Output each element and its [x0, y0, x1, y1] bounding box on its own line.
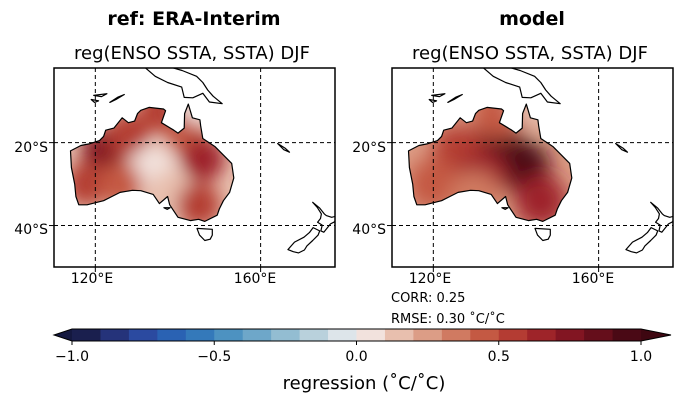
lat-tick-40s: 40°S — [14, 222, 48, 238]
colorbar-segment — [214, 329, 244, 341]
lat-tick-20s: 20°S — [352, 140, 386, 156]
colorbar-tick-label: 0.5 — [488, 349, 510, 365]
field-feature — [408, 158, 460, 211]
new-caledonia-coastline — [615, 142, 629, 153]
colorbar-segment — [498, 329, 528, 341]
colorbar-segment — [242, 329, 272, 341]
colorbar-extend-high — [641, 329, 671, 341]
colorbar-label: regression (˚C/˚C) — [283, 373, 446, 394]
kangaroo-island-coastline — [163, 207, 171, 210]
kangaroo-island-coastline — [501, 207, 509, 210]
coastlines — [407, 68, 673, 254]
panel-title: ref: ERA-Interim — [107, 8, 280, 30]
new-caledonia-coastline — [277, 142, 291, 153]
new-guinea-coastline — [144, 68, 223, 105]
colorbar-segment — [271, 329, 300, 341]
new-zealand-south-coastline — [287, 227, 321, 254]
timor-coastline — [109, 93, 125, 103]
colorbar-segment — [470, 329, 500, 341]
map-frame — [53, 67, 336, 268]
field-feature — [180, 137, 225, 182]
lon-tick-120e: 120°E — [71, 271, 114, 287]
rmse-stat: RMSE: 0.30 ˚C/˚C — [391, 311, 505, 327]
australia-coastline — [69, 103, 235, 222]
flores-coastline — [93, 93, 108, 98]
colorbar-tick-label: −1.0 — [55, 349, 89, 365]
map-area — [49, 67, 336, 272]
australia-coastline — [407, 103, 573, 222]
map-frame — [391, 67, 674, 268]
panel-title: model — [499, 8, 565, 30]
tasmania-coastline — [534, 227, 551, 242]
panel-model: model reg(ENSO SSTA, SSTA) DJF 20°S 40°S… — [352, 8, 674, 327]
colorbar: −1.0 −0.5 0.0 0.5 1.0 regression (˚C/˚C) — [52, 328, 672, 394]
colorbar-segment — [128, 329, 158, 341]
field-feature — [514, 174, 567, 222]
timor-coastline — [447, 93, 463, 103]
new-zealand-south-coastline — [625, 227, 659, 254]
panel-subtitle: reg(ENSO SSTA, SSTA) DJF — [74, 43, 310, 64]
map-area — [387, 67, 674, 272]
colorbar-tick-label: 0.0 — [345, 349, 367, 365]
tasmania-coastline — [196, 227, 213, 242]
colorbar-extend-low — [54, 329, 72, 341]
colorbar-segment — [584, 329, 613, 341]
field-feature — [176, 182, 221, 222]
colorbar-segment — [413, 329, 443, 341]
colorbar-segment — [157, 329, 187, 341]
colorbar-segment — [100, 329, 130, 341]
corr-stat: CORR: 0.25 — [391, 291, 465, 306]
lon-tick-120e: 120°E — [409, 271, 452, 287]
colorbar-segment — [356, 329, 386, 341]
colorbar-segment — [72, 329, 101, 341]
colorbar-tick-label: 1.0 — [630, 349, 652, 365]
colorbar-segment — [612, 329, 642, 341]
new-zealand-north-coastline — [312, 201, 335, 233]
panel-ref-era-interim: ref: ERA-Interim reg(ENSO SSTA, SSTA) DJ… — [14, 8, 336, 287]
lon-tick-160e: 160°E — [234, 271, 277, 287]
colorbar-segment — [441, 329, 471, 341]
lat-tick-40s: 40°S — [352, 222, 386, 238]
lat-tick-20s: 20°S — [14, 140, 48, 156]
colorbar-segment — [328, 329, 357, 341]
colorbar-tick-label: −0.5 — [197, 349, 231, 365]
lon-tick-160e: 160°E — [572, 271, 615, 287]
colorbar-segment — [527, 329, 557, 341]
coastlines — [69, 68, 335, 254]
panel-subtitle: reg(ENSO SSTA, SSTA) DJF — [412, 43, 648, 64]
colorbar-segment — [384, 329, 414, 341]
colorbar-segment — [185, 329, 215, 341]
sumba-coastline — [428, 98, 438, 103]
sumba-coastline — [90, 98, 100, 103]
new-zealand-north-coastline — [650, 201, 673, 233]
colorbar-segment — [299, 329, 329, 341]
new-guinea-coastline — [482, 68, 561, 105]
colorbar-segment — [555, 329, 585, 341]
flores-coastline — [431, 93, 446, 98]
